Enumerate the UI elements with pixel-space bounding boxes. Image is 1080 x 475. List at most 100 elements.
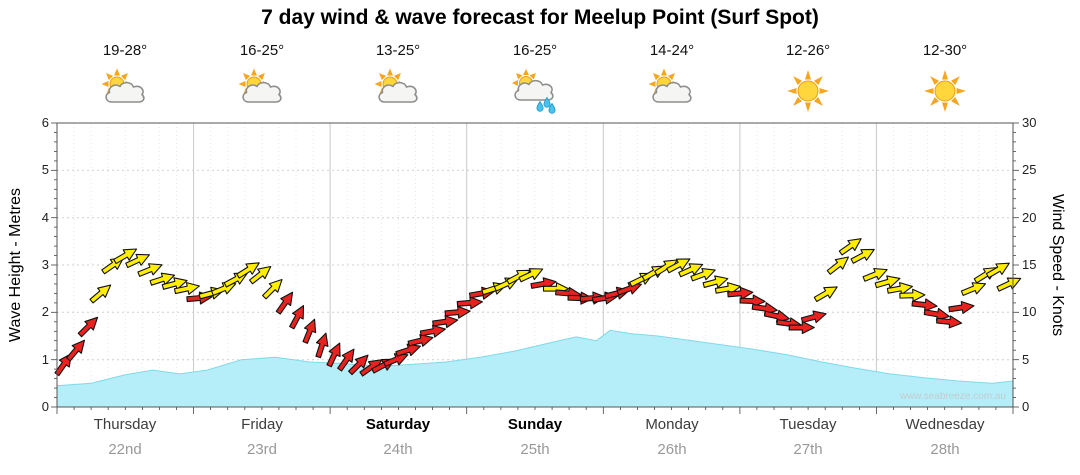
wind-arrow (996, 277, 1022, 292)
wind-arrow (337, 348, 355, 372)
right-tick-label: 15 (1022, 257, 1037, 272)
wind-arrow (985, 262, 1010, 279)
date-label: 26th (657, 441, 687, 458)
cloud-icon (652, 81, 692, 103)
wind-arrow (89, 284, 112, 304)
wind-arrow (211, 282, 237, 296)
raindrop-icon (543, 96, 551, 108)
wind-arrow (125, 253, 150, 269)
wind-arrow (862, 268, 888, 282)
wind-arrow (850, 248, 875, 264)
weather-icon-sun-cloud (371, 64, 425, 118)
left-tick-label: 0 (41, 399, 49, 414)
wave-height-area (56, 329, 1014, 408)
temperature-range: 16-25° (512, 42, 558, 59)
wind-arrow (315, 332, 329, 359)
date-label: 27th (793, 441, 823, 458)
wind-arrow (65, 339, 86, 362)
right-tick-label: 25 (1022, 162, 1037, 177)
left-tick-label: 6 (41, 115, 49, 130)
wind-arrow (348, 354, 369, 376)
wind-arrow (302, 318, 317, 344)
day-label: Monday (645, 416, 699, 433)
wind-arrow (911, 298, 938, 312)
temperature-range: 16-25° (239, 42, 285, 59)
date-label: 22nd (108, 441, 142, 458)
weather-icon-sun-cloud (98, 64, 152, 118)
wind-arrow (395, 343, 421, 357)
wind-arrow (826, 256, 849, 275)
weather-icon-sun-cloud (235, 64, 289, 118)
wind-arrow (727, 286, 754, 300)
wind-arrow (813, 286, 838, 303)
right-tick-label: 30 (1022, 115, 1037, 130)
wind-arrow (432, 315, 459, 329)
day-label: Wednesday (905, 416, 985, 433)
wind-arrow (678, 263, 704, 278)
chart-title: 7 day wind & wave forecast for Meelup Po… (261, 6, 819, 29)
temperature-range: 13-25° (375, 42, 421, 59)
cloud-icon (378, 81, 418, 103)
wind-arrow (641, 265, 666, 282)
day-label: Saturday (365, 416, 431, 433)
wind-arrow (383, 353, 409, 367)
wind-arrow (149, 272, 176, 286)
left-tick-label: 4 (41, 210, 49, 225)
wind-arrow (275, 291, 294, 315)
right-axis-title: Wind Speed - Knots (1049, 193, 1066, 337)
wind-arrow (77, 316, 99, 338)
wind-arrow (173, 282, 200, 295)
weather-icon-sun (781, 64, 835, 118)
left-tick-label: 2 (41, 304, 49, 319)
sun-icon (924, 70, 966, 112)
wind-arrow (936, 315, 963, 329)
plot-frame (56, 122, 1014, 408)
date-label: 23rd (246, 441, 278, 458)
right-tick-label: 10 (1022, 304, 1037, 319)
right-tick-label: 5 (1022, 352, 1030, 367)
wind-arrow (456, 296, 483, 310)
wind-arrow (262, 278, 283, 300)
date-label: 28th (930, 441, 960, 458)
day-label: Tuesday (779, 416, 837, 433)
temperature-range: 19-28° (102, 42, 148, 59)
right-tick-label: 20 (1022, 210, 1037, 225)
wind-arrow (289, 305, 305, 330)
wind-arrow (326, 342, 341, 368)
wind-arrow (444, 305, 471, 319)
wind-arrow (886, 282, 913, 295)
left-tick-label: 1 (41, 352, 49, 367)
wind-arrow (739, 294, 766, 308)
temperature-range: 12-30° (922, 42, 968, 59)
cloud-icon (242, 81, 282, 103)
wind-arrow (714, 282, 741, 295)
day-label: Sunday (507, 416, 563, 433)
wind-arrow (236, 262, 260, 279)
wind-arrow (161, 277, 188, 290)
right-tick-label: 0 (1022, 399, 1030, 414)
wind-arrow (530, 277, 557, 291)
wind-arrow (666, 258, 691, 274)
temperature-range: 14-24° (649, 42, 695, 59)
weather-icon-sun-cloud (645, 64, 699, 118)
raindrop-icon (548, 102, 556, 114)
wind-arrow (249, 265, 272, 285)
date-label: 24th (383, 441, 413, 458)
day-label: Thursday (93, 416, 157, 433)
wind-arrow (960, 282, 987, 296)
temperature-range: 12-26° (785, 42, 831, 59)
wind-arrow (838, 238, 862, 256)
left-tick-label: 5 (41, 162, 49, 177)
left-tick-label: 3 (41, 257, 49, 272)
day-label: Friday (241, 416, 283, 433)
wind-arrow (899, 288, 926, 302)
wind-arrow (518, 268, 544, 283)
cloud-icon (514, 79, 554, 101)
wind-arrow (800, 310, 827, 324)
wind-arrow (407, 334, 434, 347)
wind-arrow (690, 267, 716, 282)
wind-arrow (788, 320, 815, 335)
watermark: www.seabreeze.com.au (899, 391, 1006, 402)
